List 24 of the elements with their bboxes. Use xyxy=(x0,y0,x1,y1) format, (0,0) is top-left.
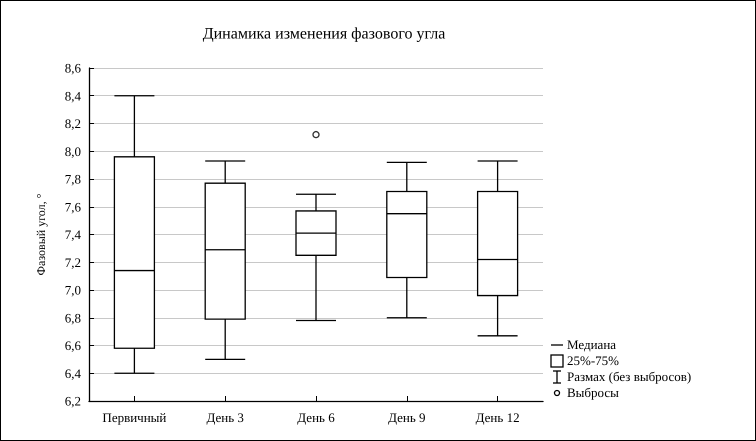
y-tick-label: 6,4 xyxy=(64,366,82,381)
x-tick-label: День 6 xyxy=(297,410,336,425)
y-tick-label: 7,8 xyxy=(64,172,81,186)
y-tick-label: 7,4 xyxy=(64,227,82,242)
y-tick-label: 7,6 xyxy=(64,199,82,214)
y-tick-label: 7,2 xyxy=(64,254,81,270)
x-tick-label: Первичный xyxy=(102,410,166,425)
y-tick-label: 7,0 xyxy=(64,282,81,298)
x-tick-label: День 12 xyxy=(476,410,520,425)
y-tick-label: 8,6 xyxy=(64,60,82,76)
y-axis-title: Фазовый угол, ° xyxy=(34,193,48,276)
y-tick-label: 8,4 xyxy=(64,88,82,104)
y-tick-label: 8,2 xyxy=(64,116,81,131)
text: Размах (без выбросов) xyxy=(567,369,692,385)
y-tick-label: 6,6 xyxy=(64,338,82,353)
x-tick-label: День 3 xyxy=(206,410,244,425)
y-tick-label: 6,2 xyxy=(64,394,81,408)
text: Медиана xyxy=(567,337,616,353)
x-tick-label: День 9 xyxy=(388,410,426,425)
text: 25%-75% xyxy=(567,353,619,369)
y-tick-label: 6,8 xyxy=(64,310,81,326)
chart-title: Динамика изменения фазового угла xyxy=(202,26,446,42)
y-tick-label: 8,0 xyxy=(64,144,81,159)
text: Выбросы xyxy=(567,385,619,401)
